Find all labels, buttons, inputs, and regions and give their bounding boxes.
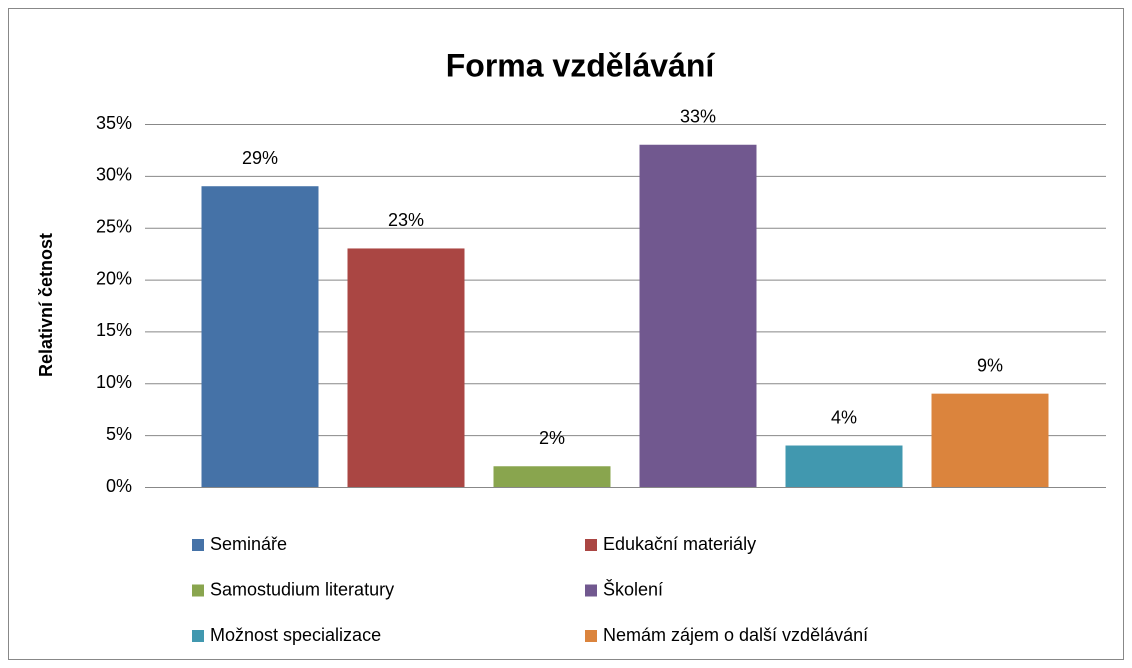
data-label: 2% xyxy=(539,428,565,448)
y-tick-label: 10% xyxy=(96,372,132,392)
y-tick-label: 35% xyxy=(96,113,132,133)
data-label: 29% xyxy=(242,148,278,168)
legend-swatch xyxy=(192,630,204,642)
y-tick-label: 15% xyxy=(96,320,132,340)
data-label: 4% xyxy=(831,407,857,427)
legend-label: Možnost specializace xyxy=(210,625,381,645)
chart-title: Forma vzdělávání xyxy=(446,47,716,83)
y-tick-label: 20% xyxy=(96,268,132,288)
chart-border xyxy=(8,8,1124,660)
legend-label: Semináře xyxy=(210,534,287,554)
legend-swatch xyxy=(585,630,597,642)
data-label: 33% xyxy=(680,106,716,126)
bar xyxy=(493,466,611,487)
data-label: 9% xyxy=(977,355,1003,375)
y-tick-label: 25% xyxy=(96,216,132,236)
legend-swatch xyxy=(585,584,597,597)
y-axis-label: Relativní četnost xyxy=(36,233,56,377)
legend-swatch xyxy=(192,539,204,551)
data-label: 23% xyxy=(388,210,424,230)
bar xyxy=(639,144,757,487)
bar xyxy=(201,186,319,487)
bar xyxy=(347,248,465,487)
legend-label: Samostudium literatury xyxy=(210,579,394,599)
y-tick-label: 30% xyxy=(96,165,132,185)
legend-swatch xyxy=(192,584,204,597)
bar xyxy=(931,393,1049,487)
legend-swatch xyxy=(585,539,597,551)
legend-label: Nemám zájem o další vzdělávání xyxy=(603,625,868,645)
legend-label: Školení xyxy=(603,578,663,599)
legend-label: Edukační materiály xyxy=(603,534,756,554)
bar xyxy=(785,445,903,487)
y-tick-label: 5% xyxy=(106,424,132,444)
y-tick-label: 0% xyxy=(106,476,132,496)
